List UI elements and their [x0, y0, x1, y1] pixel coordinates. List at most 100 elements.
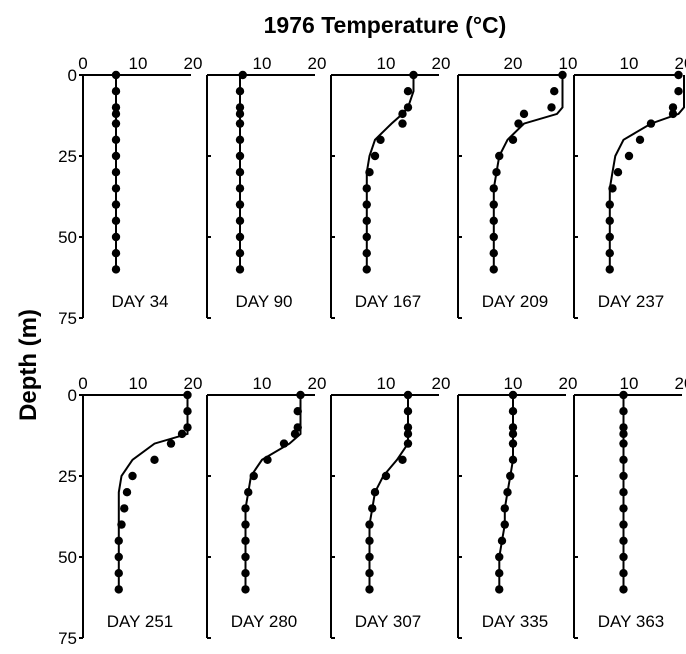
observed-point [619, 429, 628, 439]
x-tick-label: 10 [504, 374, 523, 393]
observed-point [111, 70, 121, 80]
y-tick-label: 25 [58, 467, 77, 486]
observed-point [398, 109, 407, 119]
observed-point [166, 439, 176, 448]
observed-point [492, 168, 501, 177]
observed-point [403, 103, 413, 112]
observed-point [114, 585, 123, 594]
observed-point [403, 429, 413, 439]
observed-point [495, 552, 504, 562]
observed-point [235, 103, 245, 112]
x-tick-label: 20 [559, 374, 578, 393]
observed-point [619, 407, 628, 416]
x-tick-label: 10 [559, 54, 578, 73]
observed-point [362, 200, 371, 209]
observed-point [241, 504, 250, 513]
observed-point [296, 390, 305, 400]
observed-point [619, 471, 628, 481]
observed-point [128, 471, 137, 481]
panel-day-label: DAY 363 [598, 612, 664, 631]
observed-point [235, 249, 245, 258]
observed-point [290, 429, 300, 439]
observed-point [111, 151, 121, 161]
chart-title: 1976 Temperature (°C) [264, 12, 507, 38]
observed-point [293, 407, 302, 416]
observed-point [370, 151, 380, 161]
observed-point [235, 87, 245, 96]
observed-point [381, 471, 391, 481]
observed-point [619, 569, 628, 578]
observed-point [489, 232, 498, 242]
panel-day-label: DAY 335 [482, 612, 548, 631]
observed-point [489, 249, 498, 258]
observed-point [489, 200, 498, 209]
observed-point [495, 151, 504, 161]
x-tick-label: 20 [432, 374, 451, 393]
panel-day-90: 10 20 DAY 90 [206, 54, 327, 319]
observed-point [122, 488, 132, 497]
observed-point [235, 265, 245, 274]
model-profile-line [244, 395, 302, 590]
y-tick-label: 0 [68, 66, 77, 85]
observed-point [235, 109, 245, 119]
observed-point [619, 439, 628, 448]
x-tick-label: 10 [129, 54, 148, 73]
observed-point [117, 520, 126, 529]
observed-point [613, 168, 623, 177]
x-tick-label: 0 [78, 54, 87, 73]
x-tick-label: 10 [377, 54, 396, 73]
panel-day-label: DAY 307 [355, 612, 421, 631]
observed-point [111, 216, 121, 225]
observed-point [605, 265, 614, 274]
observed-point [508, 439, 518, 448]
observed-point [403, 423, 413, 432]
observed-point [619, 423, 628, 432]
observed-point [111, 109, 121, 119]
observed-point [619, 585, 628, 594]
observed-point [619, 536, 628, 545]
observed-point [519, 109, 529, 119]
observed-point [111, 119, 121, 128]
observed-point [235, 151, 245, 161]
observed-point [235, 184, 245, 193]
y-tick-label: 25 [58, 147, 77, 166]
observed-point [605, 232, 614, 242]
observed-point [619, 390, 628, 400]
observed-point [114, 569, 123, 578]
observed-point [241, 552, 250, 562]
observed-point [497, 536, 507, 545]
panel-day-363: 10 20 DAY 363 [573, 374, 686, 639]
observed-point [362, 216, 371, 225]
observed-point [365, 520, 374, 529]
observed-point [241, 569, 250, 578]
panel-day-label: DAY 167 [355, 292, 421, 311]
observed-point [235, 168, 245, 177]
observed-point [398, 455, 407, 464]
observed-point [235, 200, 245, 209]
observed-point [508, 407, 518, 416]
observed-point [114, 552, 123, 562]
observed-point [263, 455, 272, 464]
observed-point [508, 135, 518, 144]
observed-point [558, 70, 567, 80]
y-tick-label: 50 [58, 548, 77, 567]
x-tick-label: 20 [184, 374, 203, 393]
panel-day-label: DAY 209 [482, 292, 548, 311]
observed-point [362, 265, 371, 274]
x-tick-label: 20 [308, 374, 327, 393]
observed-point [111, 232, 121, 242]
panel-day-307: 10 20 DAY 307 [330, 374, 451, 639]
observed-point [489, 216, 498, 225]
observed-point [111, 249, 121, 258]
observed-point [241, 585, 250, 594]
observed-point [183, 407, 192, 416]
x-tick-label: 20 [308, 54, 327, 73]
panel-day-280: 10 20 DAY 280 [206, 374, 327, 639]
observed-point [177, 429, 187, 439]
observed-point [547, 103, 556, 112]
observed-point [605, 200, 614, 209]
panel-grid: 0 10 20 0 25 50 75 DAY 34 10 20 DAY 90 10 20 DAY 167 2… [58, 54, 686, 648]
observed-point [183, 390, 192, 400]
observed-point [674, 87, 683, 96]
